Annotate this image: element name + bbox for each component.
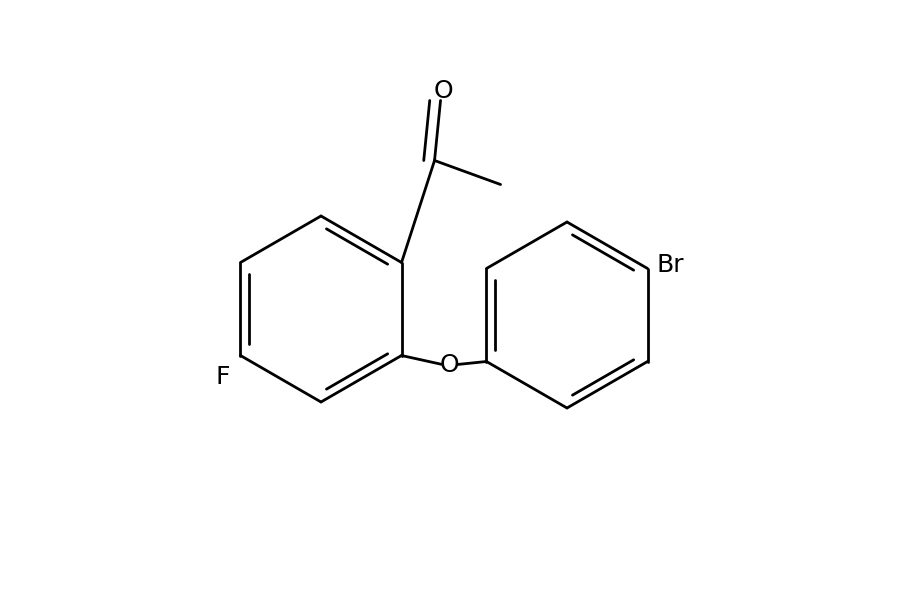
Text: F: F <box>215 365 230 389</box>
Text: O: O <box>434 79 453 103</box>
Text: O: O <box>439 353 459 377</box>
Text: Br: Br <box>656 253 683 277</box>
